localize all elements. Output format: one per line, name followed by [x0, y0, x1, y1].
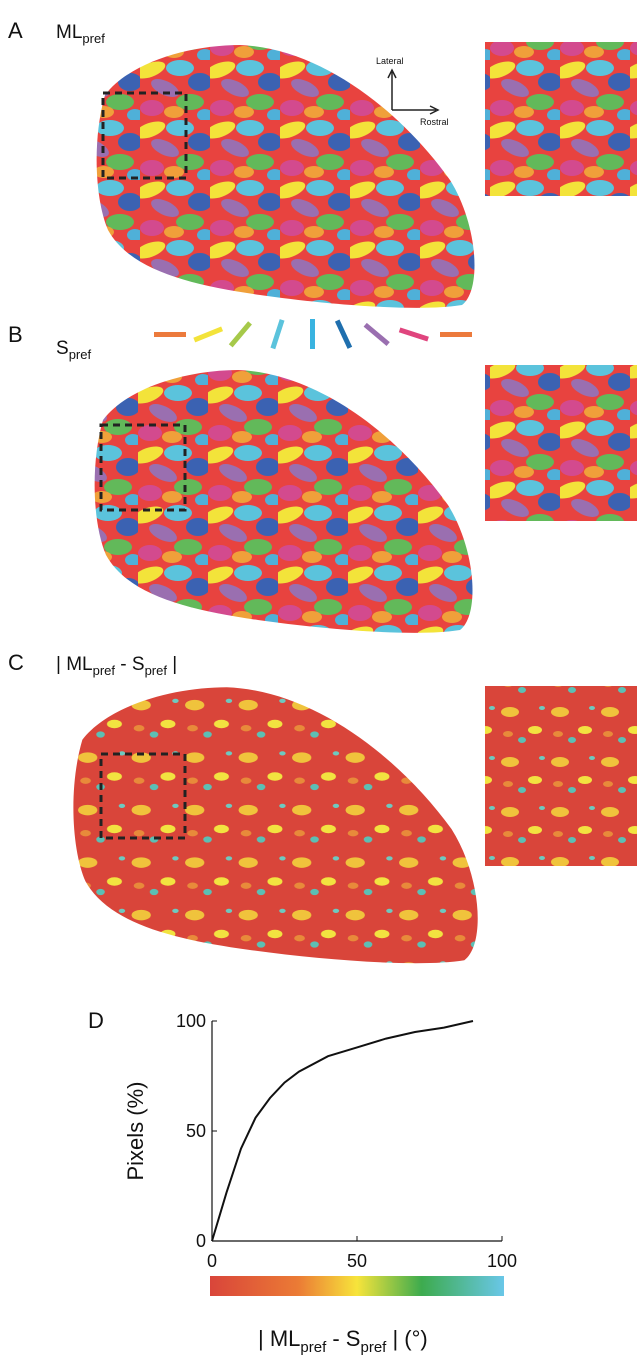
x-tick-label: 0: [207, 1251, 217, 1271]
label-part: | ML: [258, 1326, 300, 1351]
compass-label: Rostral: [420, 117, 449, 127]
orientation-bar: [440, 332, 472, 337]
title-part: - S: [115, 654, 145, 675]
y-tick-label: 50: [186, 1121, 206, 1141]
title-sub: pref: [69, 347, 92, 362]
orientation-bar: [270, 319, 284, 349]
cdf-chart: 0 50 100 0 50 100 Pixels (%): [123, 1011, 517, 1271]
orientation-bar: [399, 327, 429, 341]
y-axis-label: Pixels (%): [123, 1081, 148, 1180]
orientation-bar: [193, 327, 223, 343]
inset-map: [485, 42, 637, 196]
orientation-bar: [229, 321, 252, 347]
orientation-bar: [154, 332, 186, 337]
title-part: |: [167, 654, 177, 675]
title-sub: pref: [93, 663, 116, 678]
orientation-bar: [335, 320, 352, 349]
orientation-key: [154, 319, 472, 349]
inset-map: [485, 365, 637, 521]
cdf-line: [212, 1021, 473, 1241]
inset-map: [485, 686, 637, 866]
colorbar: [210, 1276, 504, 1296]
label-sub: pref: [360, 1339, 387, 1356]
x-axis-label: | MLpref - Spref | (°): [258, 1326, 428, 1356]
difference-map: [73, 687, 477, 963]
title-part: | ML: [56, 654, 93, 675]
compass-label: Lateral: [376, 56, 404, 66]
panel-label: A: [8, 18, 23, 43]
label-part: - S: [326, 1326, 360, 1351]
x-tick-label: 100: [487, 1251, 517, 1271]
orientation-map: [95, 370, 473, 633]
title-part: S: [56, 338, 69, 359]
orientation-bar: [310, 319, 315, 349]
panel-label: B: [8, 322, 23, 347]
title-part: ML: [56, 22, 82, 43]
y-tick-label: 100: [176, 1011, 206, 1031]
panel-title: Spref: [56, 338, 91, 362]
label-sub: pref: [300, 1339, 327, 1356]
figure: A MLpref Lateral Rostral B Spref C | MLp…: [0, 0, 637, 1362]
orientation-bar: [364, 323, 390, 346]
panel-label: D: [88, 1008, 104, 1033]
orientation-map: [97, 45, 475, 308]
title-sub: pref: [145, 663, 168, 678]
x-tick-label: 50: [347, 1251, 367, 1271]
label-part: | (°): [386, 1326, 427, 1351]
y-tick-label: 0: [196, 1231, 206, 1251]
title-sub: pref: [82, 31, 105, 46]
panel-label: C: [8, 650, 24, 675]
panel-title: MLpref: [56, 22, 105, 46]
panel-title: | MLpref - Spref |: [56, 654, 177, 678]
